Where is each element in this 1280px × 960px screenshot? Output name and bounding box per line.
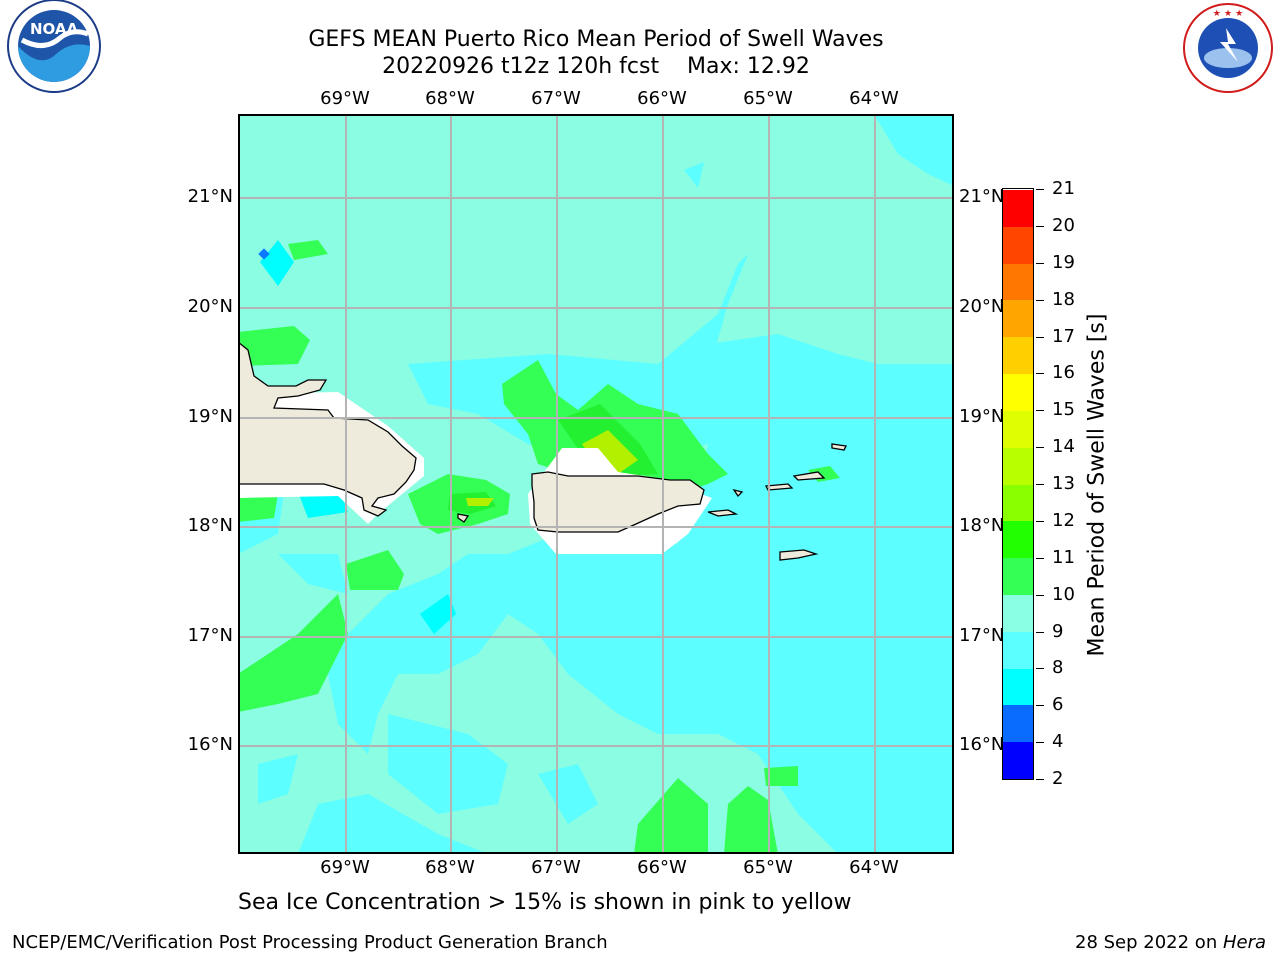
st-croix <box>779 549 819 561</box>
lat-label-left: 17°N <box>187 625 233 646</box>
noaa-logo: NOAA <box>0 0 104 104</box>
lat-label-right: 19°N <box>959 406 1005 427</box>
colorbar-band <box>1003 557 1033 595</box>
lon-label-bottom: 69°W <box>320 857 370 878</box>
colorbar-tick-label: 2 <box>1052 768 1064 789</box>
colorbar-band <box>1003 226 1033 264</box>
colorbar-tick-label: 12 <box>1052 509 1075 531</box>
colorbar-tick <box>1036 484 1044 485</box>
colorbar-tick-label: 20 <box>1052 214 1075 236</box>
footer-date: 28 Sep 2022 on Hera <box>1075 932 1266 953</box>
colorbar-band <box>1003 594 1033 632</box>
colorbar-tick-label: 11 <box>1052 546 1075 568</box>
puerto-rico <box>531 471 705 533</box>
lon-label-top: 68°W <box>425 88 475 109</box>
footer-credit: NCEP/EMC/Verification Post Processing Pr… <box>12 932 608 953</box>
lat-label-right: 17°N <box>959 625 1005 646</box>
lon-label-bottom: 65°W <box>743 857 793 878</box>
colorbar-tick <box>1036 373 1044 375</box>
colorbar-tick <box>1036 631 1044 633</box>
map-title: GEFS MEAN Puerto Rico Mean Period of Swe… <box>308 27 884 52</box>
noaa-logo-text: NOAA <box>30 20 79 38</box>
colorbar-band <box>1003 299 1033 338</box>
land-masses <box>240 342 847 561</box>
lon-label-top: 69°W <box>320 88 370 109</box>
colorbar-tick <box>1036 225 1044 227</box>
map-subtitle: 20220926 t12z 120h fcst Max: 12.92 <box>382 54 810 79</box>
colorbar-tick <box>1036 336 1044 338</box>
anegada <box>831 443 847 451</box>
colorbar-tick-label: 8 <box>1052 657 1064 679</box>
graticule <box>240 116 952 852</box>
map-panel <box>238 114 954 854</box>
lon-label-top: 65°W <box>743 88 793 109</box>
colorbar-tick <box>1036 594 1044 596</box>
colorbar-tick <box>1036 189 1044 190</box>
nws-logo: ★ ★ ★ <box>1176 0 1280 104</box>
colorbar-band <box>1003 373 1033 411</box>
colorbar-band <box>1003 520 1033 559</box>
colorbar-band <box>1003 704 1033 743</box>
lat-label-right: 21°N <box>959 186 1005 207</box>
colorbar-band <box>1003 189 1033 227</box>
footer-date-text: 28 Sep 2022 on <box>1075 932 1223 953</box>
colorbar-band <box>1003 447 1033 485</box>
lat-label-left: 19°N <box>187 406 233 427</box>
colorbar-band <box>1003 410 1033 448</box>
colorbar-band <box>1003 336 1033 375</box>
colorbar-tick <box>1036 557 1044 559</box>
lon-label-bottom: 67°W <box>531 857 581 878</box>
colorbar-tick <box>1036 668 1044 670</box>
colorbar-band <box>1003 484 1033 522</box>
colorbar-tick-label: 9 <box>1052 620 1064 642</box>
colorbar-tick-label: 16 <box>1052 362 1075 384</box>
colorbar-tick <box>1036 447 1044 449</box>
colorbar-tick-label: 13 <box>1052 473 1075 494</box>
colorbar-tick-label: 21 <box>1052 178 1075 199</box>
lon-label-top: 67°W <box>531 88 581 109</box>
colorbar-tick-label: 15 <box>1052 399 1075 421</box>
colorbar-tick <box>1036 410 1044 412</box>
lat-label-left: 21°N <box>187 186 233 207</box>
lat-label-right: 20°N <box>959 296 1005 317</box>
svg-text:★ ★ ★: ★ ★ ★ <box>1213 9 1243 19</box>
footer-machine: Hera <box>1222 932 1266 953</box>
colorbar-tick-label: 17 <box>1052 325 1075 347</box>
lon-label-top: 66°W <box>637 88 687 109</box>
colorbar-tick-label: 18 <box>1052 288 1075 310</box>
colorbar-tick <box>1036 520 1044 522</box>
hispaniola <box>240 342 417 517</box>
lon-label-bottom: 64°W <box>849 857 899 878</box>
colorbar-title: Mean Period of Swell Waves [s] <box>1084 313 1110 657</box>
virgin-islands <box>764 483 794 491</box>
colorbar-band <box>1003 263 1033 301</box>
sea-ice-note: Sea Ice Concentration > 15% is shown in … <box>238 890 852 915</box>
virgin-islands-2 <box>792 471 826 481</box>
colorbar-tick-label: 19 <box>1052 251 1075 273</box>
lat-label-right: 18°N <box>959 515 1005 536</box>
lat-label-left: 20°N <box>187 296 233 317</box>
colorbar-band <box>1003 668 1033 706</box>
colorbar <box>1002 188 1034 780</box>
colorbar-tick-label: 6 <box>1052 694 1064 716</box>
colorbar-tick-label: 10 <box>1052 583 1075 605</box>
colorbar-tick-label: 4 <box>1052 731 1064 753</box>
lat-label-left: 16°N <box>187 734 233 755</box>
colorbar-tick <box>1036 742 1044 744</box>
lon-label-bottom: 68°W <box>425 857 475 878</box>
mona-island <box>457 513 470 523</box>
culebra <box>732 488 744 498</box>
colorbar-band <box>1003 631 1033 669</box>
colorbar-tick <box>1036 299 1044 301</box>
lon-label-top: 64°W <box>849 88 899 109</box>
colorbar-tick <box>1036 779 1044 780</box>
colorbar-tick-label: 14 <box>1052 436 1075 458</box>
lon-label-bottom: 66°W <box>637 857 687 878</box>
colorbar-band <box>1003 741 1033 779</box>
lat-label-left: 18°N <box>187 515 233 536</box>
colorbar-tick <box>1036 705 1044 707</box>
colorbar-tick <box>1036 262 1044 264</box>
vieques <box>707 509 739 517</box>
lat-label-right: 16°N <box>959 734 1005 755</box>
